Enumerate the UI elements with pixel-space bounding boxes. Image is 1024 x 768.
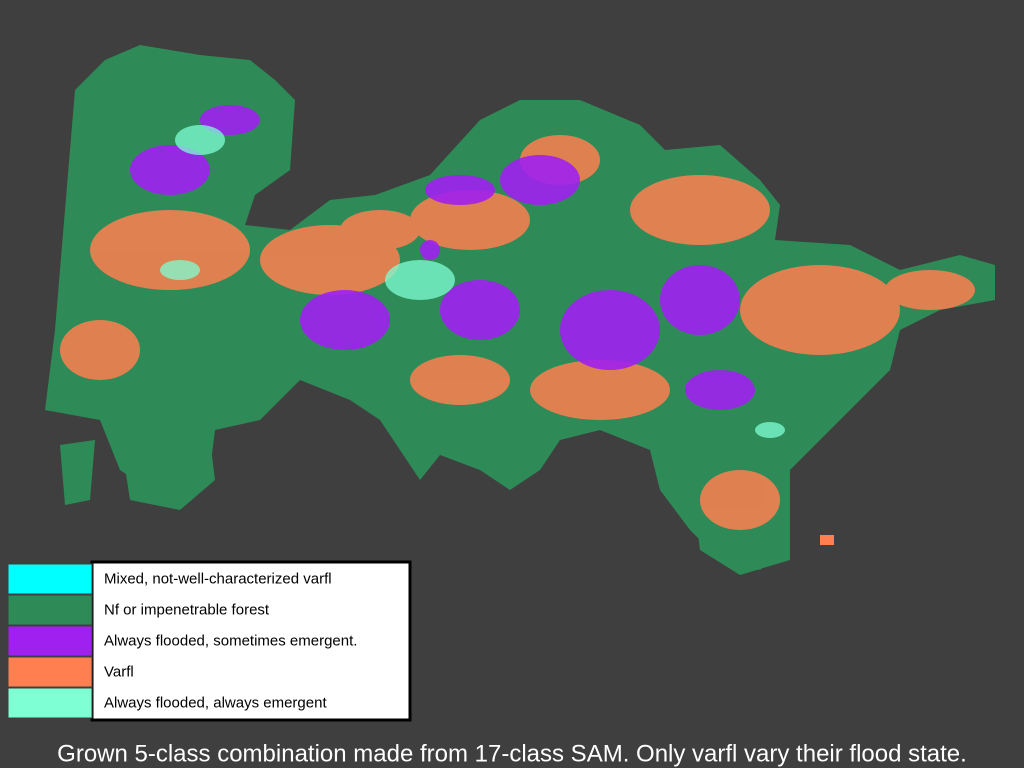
legend-swatch [7,563,93,595]
legend-label: Nf or impenetrable forest [104,601,270,618]
classification-map [45,45,995,575]
legend-swatch [7,594,93,626]
caption: Grown 5-class combination made from 17-c… [57,740,967,767]
legend-swatch [7,625,93,657]
legend-label: Always flooded, sometimes emergent. [104,632,357,649]
legend: Mixed, not-well-characterized varfl Nf or… [7,563,357,719]
legend-label: Varfl [104,663,134,680]
legend-swatch [7,687,93,719]
legend-swatch [7,656,93,688]
legend-label: Mixed, not-well-characterized varfl [104,570,332,587]
legend-box [90,560,412,722]
legend-label: Always flooded, always emergent [104,694,327,711]
